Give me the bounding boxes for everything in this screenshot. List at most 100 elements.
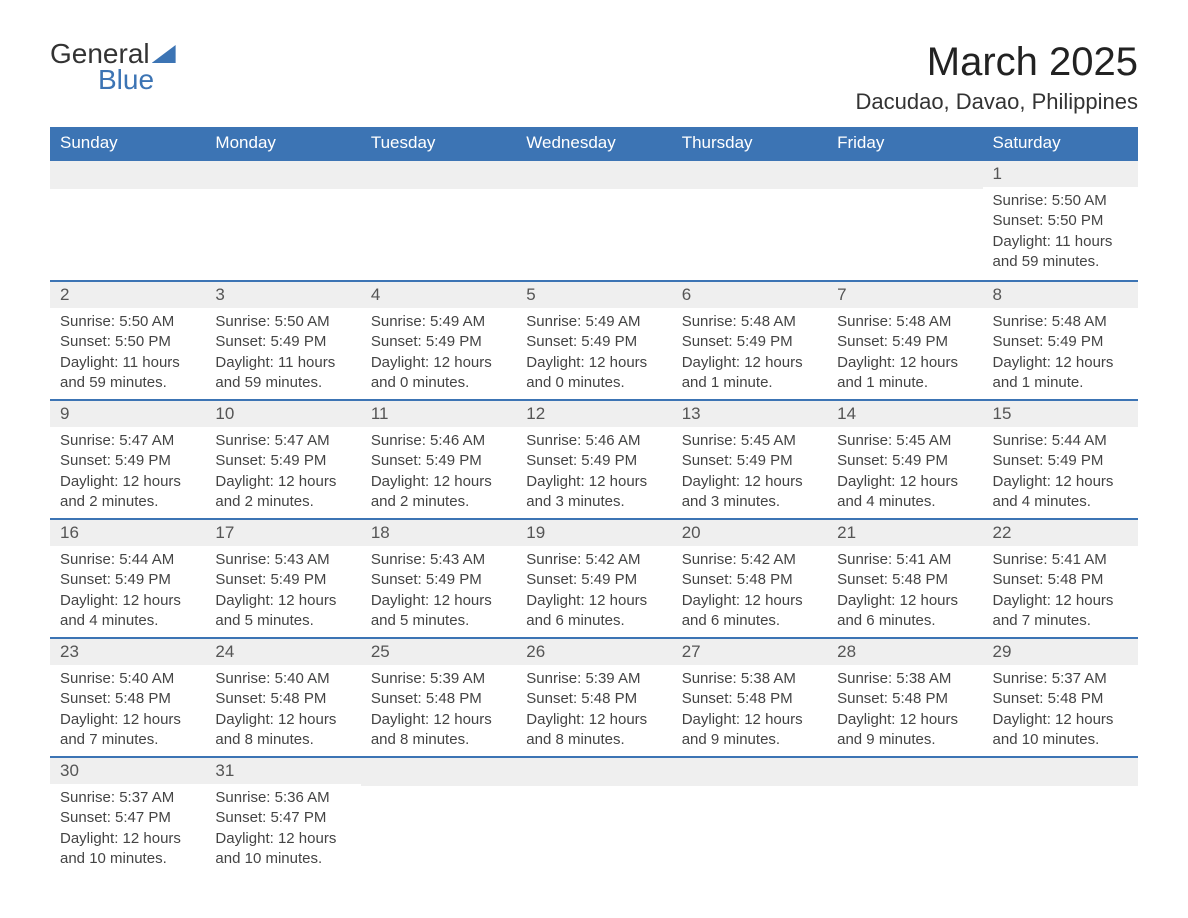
- day-details: Sunrise: 5:47 AMSunset: 5:49 PMDaylight:…: [50, 427, 205, 518]
- calendar-cell: 30Sunrise: 5:37 AMSunset: 5:47 PMDayligh…: [50, 757, 205, 875]
- day-number: 27: [672, 639, 827, 665]
- daylight-line: Daylight: 11 hours and 59 minutes.: [215, 353, 350, 394]
- calendar-cell: 14Sunrise: 5:45 AMSunset: 5:49 PMDayligh…: [827, 400, 982, 519]
- calendar-cell: 7Sunrise: 5:48 AMSunset: 5:49 PMDaylight…: [827, 281, 982, 400]
- calendar-cell: 25Sunrise: 5:39 AMSunset: 5:48 PMDayligh…: [361, 638, 516, 757]
- title-block: March 2025 Dacudao, Davao, Philippines: [855, 40, 1138, 115]
- sunrise-line: Sunrise: 5:45 AM: [682, 431, 817, 451]
- day-details: Sunrise: 5:46 AMSunset: 5:49 PMDaylight:…: [361, 427, 516, 518]
- calendar-row: 23Sunrise: 5:40 AMSunset: 5:48 PMDayligh…: [50, 638, 1138, 757]
- daynum-empty: [672, 758, 827, 786]
- day-details: Sunrise: 5:48 AMSunset: 5:49 PMDaylight:…: [672, 308, 827, 399]
- daylight-line: Daylight: 12 hours and 8 minutes.: [526, 710, 661, 751]
- sunrise-line: Sunrise: 5:49 AM: [371, 312, 506, 332]
- sunset-line: Sunset: 5:48 PM: [215, 689, 350, 709]
- daytext-empty: [205, 189, 360, 280]
- sunrise-line: Sunrise: 5:41 AM: [993, 550, 1128, 570]
- day-number: 29: [983, 639, 1138, 665]
- weekday-header-row: SundayMondayTuesdayWednesdayThursdayFrid…: [50, 127, 1138, 160]
- calendar-cell: 4Sunrise: 5:49 AMSunset: 5:49 PMDaylight…: [361, 281, 516, 400]
- daytext-empty: [50, 189, 205, 280]
- day-details: Sunrise: 5:45 AMSunset: 5:49 PMDaylight:…: [672, 427, 827, 518]
- day-details: Sunrise: 5:37 AMSunset: 5:48 PMDaylight:…: [983, 665, 1138, 756]
- day-details: Sunrise: 5:48 AMSunset: 5:49 PMDaylight:…: [983, 308, 1138, 399]
- sunrise-line: Sunrise: 5:45 AM: [837, 431, 972, 451]
- day-number: 21: [827, 520, 982, 546]
- sunset-line: Sunset: 5:49 PM: [215, 570, 350, 590]
- calendar-cell: 28Sunrise: 5:38 AMSunset: 5:48 PMDayligh…: [827, 638, 982, 757]
- sunset-line: Sunset: 5:50 PM: [60, 332, 195, 352]
- sunrise-line: Sunrise: 5:46 AM: [526, 431, 661, 451]
- daylight-line: Daylight: 12 hours and 0 minutes.: [526, 353, 661, 394]
- sunrise-line: Sunrise: 5:39 AM: [526, 669, 661, 689]
- daylight-line: Daylight: 12 hours and 4 minutes.: [837, 472, 972, 513]
- sunset-line: Sunset: 5:49 PM: [371, 451, 506, 471]
- day-number: 15: [983, 401, 1138, 427]
- day-details: Sunrise: 5:37 AMSunset: 5:47 PMDaylight:…: [50, 784, 205, 875]
- calendar-cell: 16Sunrise: 5:44 AMSunset: 5:49 PMDayligh…: [50, 519, 205, 638]
- calendar-cell: 17Sunrise: 5:43 AMSunset: 5:49 PMDayligh…: [205, 519, 360, 638]
- day-number: 24: [205, 639, 360, 665]
- day-details: Sunrise: 5:38 AMSunset: 5:48 PMDaylight:…: [827, 665, 982, 756]
- calendar-cell: 22Sunrise: 5:41 AMSunset: 5:48 PMDayligh…: [983, 519, 1138, 638]
- sunset-line: Sunset: 5:49 PM: [215, 332, 350, 352]
- calendar-cell: 20Sunrise: 5:42 AMSunset: 5:48 PMDayligh…: [672, 519, 827, 638]
- calendar-cell: 11Sunrise: 5:46 AMSunset: 5:49 PMDayligh…: [361, 400, 516, 519]
- daylight-line: Daylight: 12 hours and 1 minute.: [837, 353, 972, 394]
- calendar-cell: 21Sunrise: 5:41 AMSunset: 5:48 PMDayligh…: [827, 519, 982, 638]
- day-details: Sunrise: 5:40 AMSunset: 5:48 PMDaylight:…: [50, 665, 205, 756]
- day-details: Sunrise: 5:40 AMSunset: 5:48 PMDaylight:…: [205, 665, 360, 756]
- sunrise-line: Sunrise: 5:38 AM: [837, 669, 972, 689]
- sunrise-line: Sunrise: 5:48 AM: [682, 312, 817, 332]
- sunset-line: Sunset: 5:48 PM: [526, 689, 661, 709]
- day-details: Sunrise: 5:41 AMSunset: 5:48 PMDaylight:…: [983, 546, 1138, 637]
- sunrise-line: Sunrise: 5:38 AM: [682, 669, 817, 689]
- calendar-cell: 3 Sunrise: 5:50 AMSunset: 5:49 PMDaylight…: [205, 281, 360, 400]
- calendar-cell: 8Sunrise: 5:48 AMSunset: 5:49 PMDaylight…: [983, 281, 1138, 400]
- calendar-cell: [672, 757, 827, 875]
- daynum-empty: [516, 161, 671, 189]
- calendar-cell: 19Sunrise: 5:42 AMSunset: 5:49 PMDayligh…: [516, 519, 671, 638]
- daylight-line: Daylight: 12 hours and 8 minutes.: [371, 710, 506, 751]
- calendar-row: 30Sunrise: 5:37 AMSunset: 5:47 PMDayligh…: [50, 757, 1138, 875]
- daylight-line: Daylight: 12 hours and 3 minutes.: [682, 472, 817, 513]
- sunset-line: Sunset: 5:48 PM: [993, 689, 1128, 709]
- weekday-header: Monday: [205, 127, 360, 160]
- day-number: 3: [205, 282, 360, 308]
- sunrise-line: Sunrise: 5:50 AM: [215, 312, 350, 332]
- sunset-line: Sunset: 5:47 PM: [60, 808, 195, 828]
- sunset-line: Sunset: 5:49 PM: [993, 451, 1128, 471]
- sunrise-line: Sunrise: 5:44 AM: [60, 550, 195, 570]
- sunset-line: Sunset: 5:49 PM: [682, 451, 817, 471]
- daylight-line: Daylight: 12 hours and 10 minutes.: [60, 829, 195, 870]
- logo-text-blue: Blue: [98, 66, 176, 94]
- sunset-line: Sunset: 5:49 PM: [526, 451, 661, 471]
- daylight-line: Daylight: 12 hours and 6 minutes.: [682, 591, 817, 632]
- calendar-cell: [827, 160, 982, 281]
- header: General Blue March 2025 Dacudao, Davao, …: [50, 40, 1138, 115]
- sunrise-line: Sunrise: 5:48 AM: [993, 312, 1128, 332]
- daylight-line: Daylight: 12 hours and 1 minute.: [993, 353, 1128, 394]
- sunset-line: Sunset: 5:50 PM: [993, 211, 1128, 231]
- logo: General Blue: [50, 40, 176, 94]
- sunset-line: Sunset: 5:49 PM: [837, 451, 972, 471]
- calendar-cell: 23Sunrise: 5:40 AMSunset: 5:48 PMDayligh…: [50, 638, 205, 757]
- calendar-cell: 31Sunrise: 5:36 AMSunset: 5:47 PMDayligh…: [205, 757, 360, 875]
- daynum-empty: [827, 758, 982, 786]
- daylight-line: Daylight: 12 hours and 5 minutes.: [215, 591, 350, 632]
- daynum-empty: [516, 758, 671, 786]
- daytext-empty: [361, 189, 516, 280]
- sunrise-line: Sunrise: 5:40 AM: [215, 669, 350, 689]
- calendar-cell: 18Sunrise: 5:43 AMSunset: 5:49 PMDayligh…: [361, 519, 516, 638]
- day-number: 4: [361, 282, 516, 308]
- sunrise-line: Sunrise: 5:47 AM: [215, 431, 350, 451]
- sunrise-line: Sunrise: 5:46 AM: [371, 431, 506, 451]
- calendar-cell: 12Sunrise: 5:46 AMSunset: 5:49 PMDayligh…: [516, 400, 671, 519]
- sunset-line: Sunset: 5:49 PM: [837, 332, 972, 352]
- calendar-cell: 9Sunrise: 5:47 AMSunset: 5:49 PMDaylight…: [50, 400, 205, 519]
- calendar-cell: [827, 757, 982, 875]
- sunset-line: Sunset: 5:49 PM: [60, 570, 195, 590]
- calendar-cell: 5Sunrise: 5:49 AMSunset: 5:49 PMDaylight…: [516, 281, 671, 400]
- daylight-line: Daylight: 12 hours and 9 minutes.: [682, 710, 817, 751]
- day-number: 25: [361, 639, 516, 665]
